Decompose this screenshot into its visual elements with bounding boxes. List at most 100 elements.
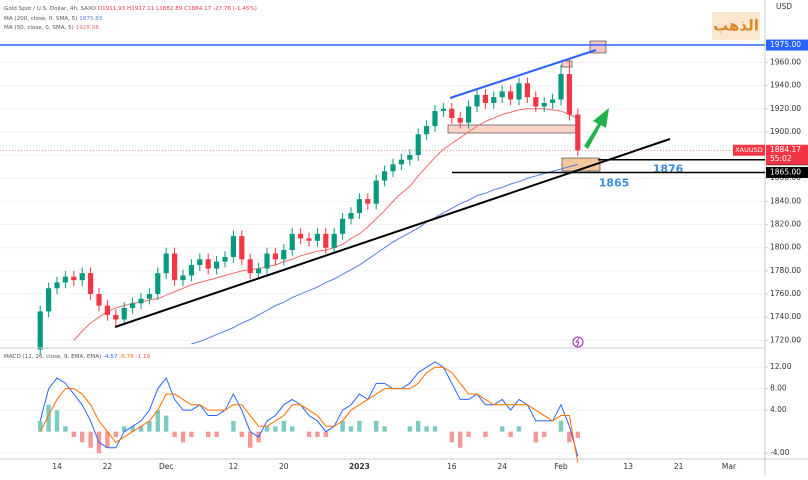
- candle-body: [449, 108, 455, 119]
- histogram-bar: [340, 420, 345, 432]
- candle-body: [180, 275, 186, 281]
- histogram-bar: [206, 431, 211, 438]
- y-tick-label: 1720.00: [770, 335, 801, 344]
- candle-body: [121, 307, 127, 320]
- histogram-bar: [46, 404, 51, 432]
- candle-body: [298, 233, 304, 239]
- candle-body: [415, 134, 421, 156]
- candle-body: [323, 233, 329, 248]
- candle-body: [113, 314, 119, 320]
- trend-line: [449, 49, 597, 99]
- histogram-bar: [80, 431, 85, 443]
- candle-body: [390, 164, 396, 172]
- y-tick-label: 1760.00: [770, 289, 801, 298]
- candle-body: [407, 155, 413, 160]
- histogram-bar: [63, 426, 68, 432]
- y-tick-label: 8.00: [770, 384, 787, 393]
- histogram-bar: [231, 420, 236, 432]
- candle-body: [104, 305, 110, 315]
- event-icon: [572, 336, 584, 348]
- x-tick-label: Dec: [159, 462, 174, 471]
- candle-body: [575, 114, 581, 151]
- y-tick-label: 1740.00: [770, 312, 801, 321]
- histogram-bar: [273, 426, 278, 432]
- histogram-bar: [483, 431, 488, 438]
- histogram-bar: [575, 431, 580, 439]
- histogram-bar: [164, 415, 169, 432]
- histogram-bar: [306, 431, 312, 438]
- candle-body: [482, 94, 488, 103]
- candle-body: [239, 236, 245, 260]
- histogram-bar: [542, 431, 547, 438]
- candle-body: [188, 265, 194, 276]
- last-price-box: [766, 144, 808, 165]
- level-axis-label: 1865.00: [770, 167, 801, 176]
- candle-body: [566, 74, 572, 115]
- histogram-bar: [155, 410, 160, 432]
- candle-body: [550, 99, 556, 103]
- level-axis-box: [766, 39, 808, 51]
- histogram-bar: [71, 431, 76, 438]
- x-tick-label: 13: [623, 462, 633, 471]
- level-label: 1876: [653, 163, 684, 176]
- candle-body: [96, 294, 102, 306]
- symbol-title: Gold Spot / U.S. Dollar, 4h, SAXO: [4, 6, 97, 12]
- histogram-bar: [214, 431, 219, 438]
- histogram-bar: [466, 431, 471, 438]
- histogram-bar: [172, 431, 177, 438]
- level-label: 1865: [599, 176, 630, 189]
- histogram-bar: [147, 420, 152, 432]
- candle-body: [508, 91, 514, 100]
- plot: [37, 60, 581, 463]
- histogram-bar: [458, 431, 463, 448]
- candle-body: [155, 273, 161, 295]
- candle-body: [516, 83, 522, 100]
- zone-box: [561, 60, 573, 68]
- histogram-bar: [138, 426, 144, 432]
- annotation-bg: [712, 12, 760, 40]
- candle-body: [289, 233, 295, 251]
- histogram-bar: [449, 431, 454, 443]
- y-tick-label: 1920.00: [770, 104, 801, 113]
- candle-body: [37, 311, 43, 350]
- legend-value: 1875.83: [79, 16, 103, 22]
- indicator-header: MACD (12, 26, close, 9, EMA, EMA) -4.57 …: [4, 354, 151, 360]
- candle-body: [281, 250, 287, 260]
- x-tick-label: Feb: [554, 462, 568, 471]
- histogram-bar: [348, 426, 354, 432]
- candle-body: [62, 276, 68, 283]
- candle-body: [247, 259, 253, 274]
- candle-body: [373, 180, 379, 204]
- ma-line: [191, 163, 578, 345]
- y-tick-label: -4.00: [770, 448, 790, 457]
- candle-body: [314, 233, 320, 241]
- candle-body: [382, 171, 388, 181]
- histogram-bar: [189, 431, 194, 438]
- candle-body: [197, 259, 203, 266]
- macd-line: [39, 361, 579, 457]
- candle-body: [54, 282, 60, 289]
- candle-body: [541, 102, 547, 107]
- candle-body: [524, 83, 530, 98]
- candle-body: [356, 199, 362, 213]
- histogram-bar: [500, 426, 505, 432]
- histogram-bar: [54, 410, 60, 432]
- trend-line: [114, 138, 671, 328]
- zone-box: [561, 157, 601, 172]
- candle-body: [398, 159, 404, 165]
- symbol-box: [733, 144, 765, 156]
- candle-body: [256, 268, 262, 274]
- candle-body: [46, 288, 52, 312]
- histogram-bar: [264, 426, 270, 432]
- last-price-label: 1884.17: [770, 145, 801, 154]
- annotation: الذهب: [713, 17, 759, 35]
- currency: USD: [776, 2, 792, 11]
- histogram-bar: [105, 431, 110, 448]
- event-icon: [575, 337, 580, 347]
- histogram-bar: [558, 420, 564, 432]
- candle-body: [306, 238, 312, 241]
- y-tick-label: 1780.00: [770, 266, 801, 275]
- ohlc: O1911.93 H1917.11 L1882.89 C1884.17 -27.…: [98, 6, 257, 12]
- macd-title: MACD (12, 26, close, 9, EMA, EMA): [4, 354, 101, 360]
